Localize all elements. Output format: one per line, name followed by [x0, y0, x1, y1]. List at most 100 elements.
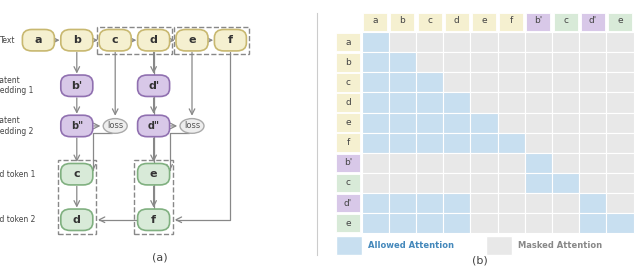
Bar — [470, 92, 498, 113]
Bar — [525, 173, 552, 193]
Bar — [443, 153, 470, 173]
Text: a: a — [345, 38, 351, 47]
Bar — [470, 193, 498, 213]
Bar — [389, 52, 416, 72]
Bar — [579, 72, 607, 92]
Bar — [579, 213, 607, 233]
Bar — [579, 173, 607, 193]
Bar — [336, 113, 360, 132]
Bar — [525, 153, 552, 173]
Bar — [472, 13, 496, 31]
Text: c: c — [563, 16, 568, 25]
Text: b": b" — [71, 121, 83, 131]
Bar — [416, 52, 443, 72]
Bar — [362, 92, 389, 113]
Bar — [336, 133, 360, 152]
Text: b: b — [73, 35, 81, 45]
Bar — [443, 173, 470, 193]
Text: d: d — [73, 215, 81, 225]
FancyBboxPatch shape — [138, 209, 170, 230]
Bar — [174, 27, 248, 54]
Bar — [552, 32, 579, 52]
Bar — [579, 153, 607, 173]
FancyBboxPatch shape — [138, 163, 170, 185]
Text: c: c — [427, 16, 432, 25]
Bar — [416, 173, 443, 193]
Bar — [336, 73, 360, 92]
Text: f: f — [509, 16, 513, 25]
Bar — [336, 53, 360, 72]
Text: e: e — [345, 219, 351, 228]
Bar — [525, 52, 552, 72]
Text: Text: Text — [0, 36, 16, 45]
Bar — [607, 72, 634, 92]
Text: f: f — [346, 138, 349, 147]
Text: e: e — [188, 35, 196, 45]
Bar — [498, 193, 525, 213]
Bar — [552, 213, 579, 233]
Bar — [552, 153, 579, 173]
Bar — [336, 194, 360, 212]
Text: c: c — [346, 178, 351, 187]
Bar — [445, 13, 468, 31]
Bar — [579, 113, 607, 133]
FancyBboxPatch shape — [61, 75, 93, 96]
Bar — [134, 160, 173, 234]
Bar — [607, 153, 634, 173]
Bar — [362, 113, 389, 133]
Bar — [579, 52, 607, 72]
Bar — [416, 113, 443, 133]
Bar — [443, 193, 470, 213]
Bar — [498, 113, 525, 133]
Text: d': d' — [148, 81, 159, 91]
Bar — [525, 92, 552, 113]
Bar — [362, 213, 389, 233]
Text: d: d — [454, 16, 460, 25]
FancyBboxPatch shape — [61, 209, 93, 230]
Bar — [498, 52, 525, 72]
Bar — [362, 72, 389, 92]
Bar — [498, 153, 525, 173]
Bar — [581, 13, 605, 31]
Bar — [552, 173, 579, 193]
Bar — [416, 133, 443, 153]
Bar — [470, 52, 498, 72]
Bar — [389, 72, 416, 92]
Bar — [486, 236, 512, 255]
Bar — [389, 133, 416, 153]
Text: b': b' — [534, 16, 543, 25]
Bar — [552, 133, 579, 153]
Bar — [443, 52, 470, 72]
Bar — [443, 72, 470, 92]
Bar — [579, 133, 607, 153]
Text: b': b' — [344, 158, 352, 167]
FancyBboxPatch shape — [138, 115, 170, 137]
Text: (a): (a) — [152, 252, 168, 262]
Bar — [607, 213, 634, 233]
Bar — [336, 236, 362, 255]
FancyBboxPatch shape — [176, 29, 208, 51]
Bar — [525, 133, 552, 153]
Bar — [525, 72, 552, 92]
Text: a: a — [35, 35, 42, 45]
FancyBboxPatch shape — [214, 29, 246, 51]
Bar — [470, 173, 498, 193]
Bar — [443, 133, 470, 153]
Text: c: c — [346, 78, 351, 87]
Text: c: c — [74, 169, 80, 179]
Text: Masked Attention: Masked Attention — [518, 241, 602, 250]
Bar — [498, 32, 525, 52]
Bar — [389, 153, 416, 173]
Text: d: d — [150, 35, 157, 45]
Text: Latent
embedding 2: Latent embedding 2 — [0, 116, 33, 136]
Text: d': d' — [589, 16, 597, 25]
FancyBboxPatch shape — [138, 29, 170, 51]
Bar — [418, 13, 442, 31]
Bar — [498, 133, 525, 153]
Bar — [552, 113, 579, 133]
Text: b': b' — [71, 81, 83, 91]
Bar — [416, 213, 443, 233]
Bar — [364, 13, 387, 31]
Text: d': d' — [344, 199, 352, 207]
Bar — [526, 13, 550, 31]
